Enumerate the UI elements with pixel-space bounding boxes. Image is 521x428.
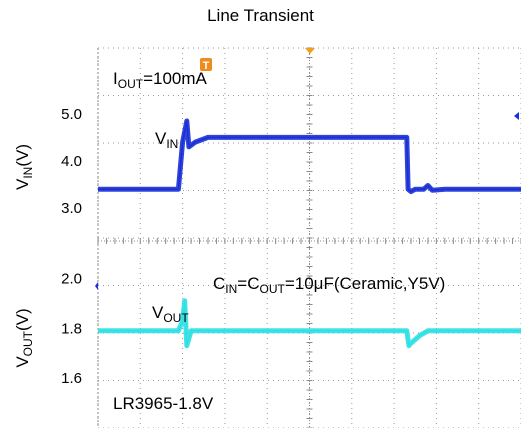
capacitance-annotation: CIN=COUT=10μF(Ceramic,Y5V) xyxy=(213,274,445,296)
y-tick-label: 3.0 xyxy=(61,200,82,217)
y-tick-label: 1.6 xyxy=(61,370,82,387)
iout-annotation: IOUT=100mA xyxy=(113,69,208,91)
channel-level-marker xyxy=(514,112,519,120)
vout-trace-label: VOUT xyxy=(152,303,189,325)
chart-title: Line Transient xyxy=(207,6,314,25)
vin-axis-label: VIN(V) xyxy=(13,144,35,190)
y-tick-label: 2.0 xyxy=(61,270,82,287)
part-number-annotation: LR3965-1.8V xyxy=(113,394,214,413)
vout-axis-label: VOUT(V) xyxy=(13,308,35,367)
y-tick-label: 1.8 xyxy=(61,320,82,337)
y-tick-label: 4.0 xyxy=(61,153,82,170)
series-line-core-vin xyxy=(98,120,521,193)
channel-offset-marker xyxy=(95,282,98,290)
vin-trace-label: VIN xyxy=(155,129,178,151)
grid xyxy=(97,47,521,428)
trigger-marker-label: T xyxy=(203,60,210,72)
trigger-position-marker xyxy=(305,48,315,54)
y-tick-label: 5.0 xyxy=(61,106,82,123)
trigger-marker: T xyxy=(200,58,212,72)
series-line-core-vout xyxy=(98,300,521,347)
